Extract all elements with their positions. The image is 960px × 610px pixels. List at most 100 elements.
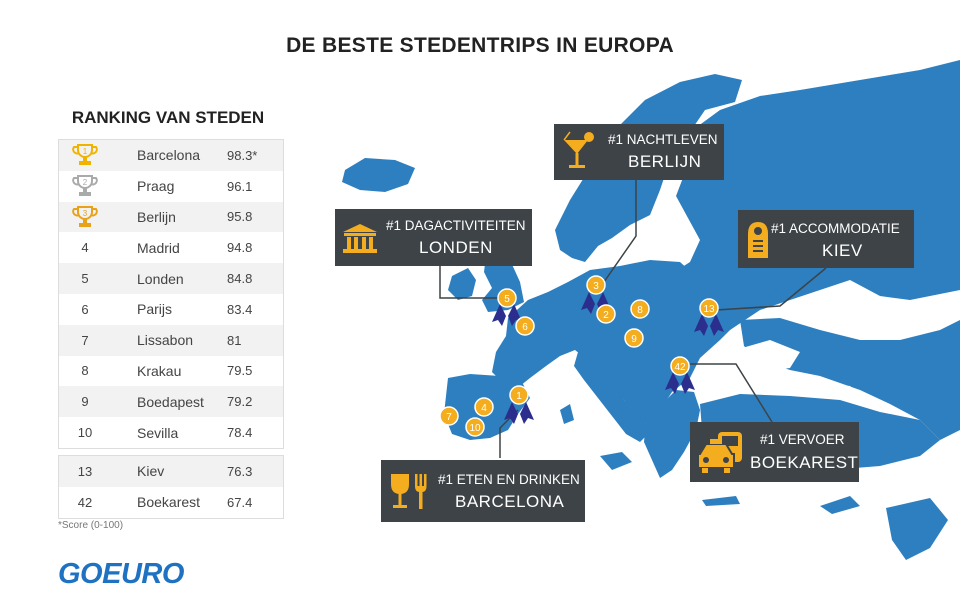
city-name: Barcelona	[137, 147, 201, 164]
map-marker-7: 7	[439, 406, 459, 426]
city-score: 79.5	[227, 363, 253, 379]
svg-text:3: 3	[83, 209, 88, 218]
callout-category: #1 DAGACTIVITEITEN	[386, 218, 526, 233]
city-score: 79.2	[227, 394, 253, 410]
rank-number: 8	[81, 363, 89, 379]
svg-text:6: 6	[522, 322, 528, 333]
map-marker-5: 5	[497, 288, 517, 308]
city-score: 83.4	[227, 301, 253, 317]
map-marker-1: 1	[509, 385, 529, 405]
svg-text:4: 4	[481, 403, 487, 414]
gold-trophy-icon: 1	[59, 143, 111, 167]
rank-number: 5	[81, 271, 89, 287]
city-score: 67.4	[227, 494, 253, 510]
map-marker-13: 13	[699, 298, 719, 318]
svg-text:13: 13	[703, 304, 715, 315]
wine-fork-icon	[391, 474, 427, 509]
map-marker-42: 42	[670, 356, 690, 376]
callout-category: #1 ETEN EN DRINKEN	[438, 472, 580, 487]
city-name: Kiev	[137, 463, 165, 480]
rank-number: 42	[77, 494, 93, 510]
city-name: Praag	[137, 178, 175, 195]
table-row: 13 Kiev 76.3	[59, 456, 283, 487]
callout-city: BERLIJN	[628, 152, 702, 171]
svg-text:7: 7	[446, 412, 452, 423]
city-name: Parijs	[137, 301, 173, 318]
callout-city: BOEKAREST	[750, 453, 859, 472]
table-row: 8 Krakau 79.5	[59, 356, 283, 387]
map-marker-10: 10	[465, 417, 485, 437]
rank-number: 7	[81, 332, 89, 348]
svg-text:1: 1	[516, 391, 522, 402]
table-row: 9 Boedapest 79.2	[59, 386, 283, 418]
leader-lines	[439, 180, 827, 458]
callout-category: #1 VERVOER	[760, 432, 845, 447]
svg-text:1: 1	[83, 147, 88, 156]
table-row: 6 Parijs 83.4	[59, 294, 283, 325]
rank-number: 6	[81, 301, 89, 317]
page-title: DE BESTE STEDENTRIPS IN EUROPA	[286, 34, 674, 57]
svg-text:10: 10	[469, 423, 481, 434]
city-score: 81	[227, 332, 242, 348]
callout-nightlife: #1 NACHTLEVEN BERLIJN	[554, 124, 724, 180]
seas	[722, 340, 860, 396]
callout-transport: #1 VERVOER BOEKAREST	[690, 422, 859, 482]
table-row: 3 Berlijn 95.8	[59, 201, 283, 233]
city-score: 94.8	[227, 240, 253, 256]
table-row: 42 Boekarest 67.4	[59, 487, 283, 518]
callout-accommodation: #1 ACCOMMODATIE KIEV	[738, 210, 914, 268]
table-row: 2 Praag 96.1	[59, 171, 283, 202]
city-name: Madrid	[137, 239, 180, 256]
callout-city: BARCELONA	[455, 492, 565, 511]
callout-category: #1 NACHTLEVEN	[608, 132, 718, 147]
callout-category: #1 ACCOMMODATIE	[771, 221, 900, 236]
city-score: 96.1	[227, 178, 253, 194]
city-score: 78.4	[227, 425, 253, 441]
score-footnote: *Score (0-100)	[58, 520, 124, 531]
map-marker-9: 9	[624, 328, 644, 348]
table-row: 10 Sevilla 78.4	[59, 417, 283, 448]
map-marker-4: 4	[474, 397, 494, 417]
map-marker-6: 6	[515, 316, 535, 336]
city-markers: 1 2 3 4 5 6 7 8 9 10 13 42	[439, 275, 719, 437]
ranking-heading: RANKING VAN STEDEN	[71, 108, 265, 127]
svg-text:2: 2	[603, 310, 609, 321]
svg-text:42: 42	[674, 362, 686, 373]
city-score: 76.3	[227, 463, 253, 479]
svg-text:3: 3	[593, 281, 599, 292]
table-row: 1 Barcelona 98.3*	[59, 140, 283, 171]
cocktail-icon	[563, 131, 594, 168]
ranking-extra-table: 13 Kiev 76.3 42 Boekarest 67.4	[58, 455, 284, 519]
rank-number: 10	[77, 425, 93, 441]
city-score: 95.8	[227, 209, 253, 225]
map-marker-2: 2	[596, 304, 616, 324]
bronze-trophy-icon: 3	[59, 205, 111, 229]
svg-text:9: 9	[631, 334, 637, 345]
door-hanger-icon	[748, 222, 768, 258]
city-name: Krakau	[137, 362, 182, 379]
city-name: Boekarest	[137, 494, 201, 511]
goeuro-logo: GOEURO	[58, 558, 184, 590]
rank-number: 9	[81, 394, 89, 410]
svg-text:8: 8	[637, 305, 643, 316]
svg-text:2: 2	[83, 178, 88, 187]
callout-day-activities: #1 DAGACTIVITEITEN LONDEN	[335, 209, 532, 266]
city-score: 98.3*	[227, 147, 258, 163]
callout-food: #1 ETEN EN DRINKEN BARCELONA	[381, 460, 585, 522]
rank-number: 13	[77, 463, 93, 479]
table-row: 4 Madrid 94.8	[59, 232, 283, 263]
callout-city: LONDEN	[419, 238, 493, 257]
rank-number: 4	[81, 240, 89, 256]
silver-trophy-icon: 2	[59, 174, 111, 198]
svg-text:5: 5	[504, 294, 510, 305]
city-name: Lissabon	[137, 332, 194, 349]
table-row: 5 Londen 84.8	[59, 263, 283, 294]
city-name: Sevilla	[137, 424, 179, 441]
city-name: Boedapest	[137, 393, 204, 410]
museum-icon	[343, 224, 377, 253]
city-name: Londen	[137, 270, 184, 287]
table-row: 7 Lissabon 81	[59, 324, 283, 356]
map-marker-3: 3	[586, 275, 606, 295]
city-score: 84.8	[227, 271, 253, 287]
